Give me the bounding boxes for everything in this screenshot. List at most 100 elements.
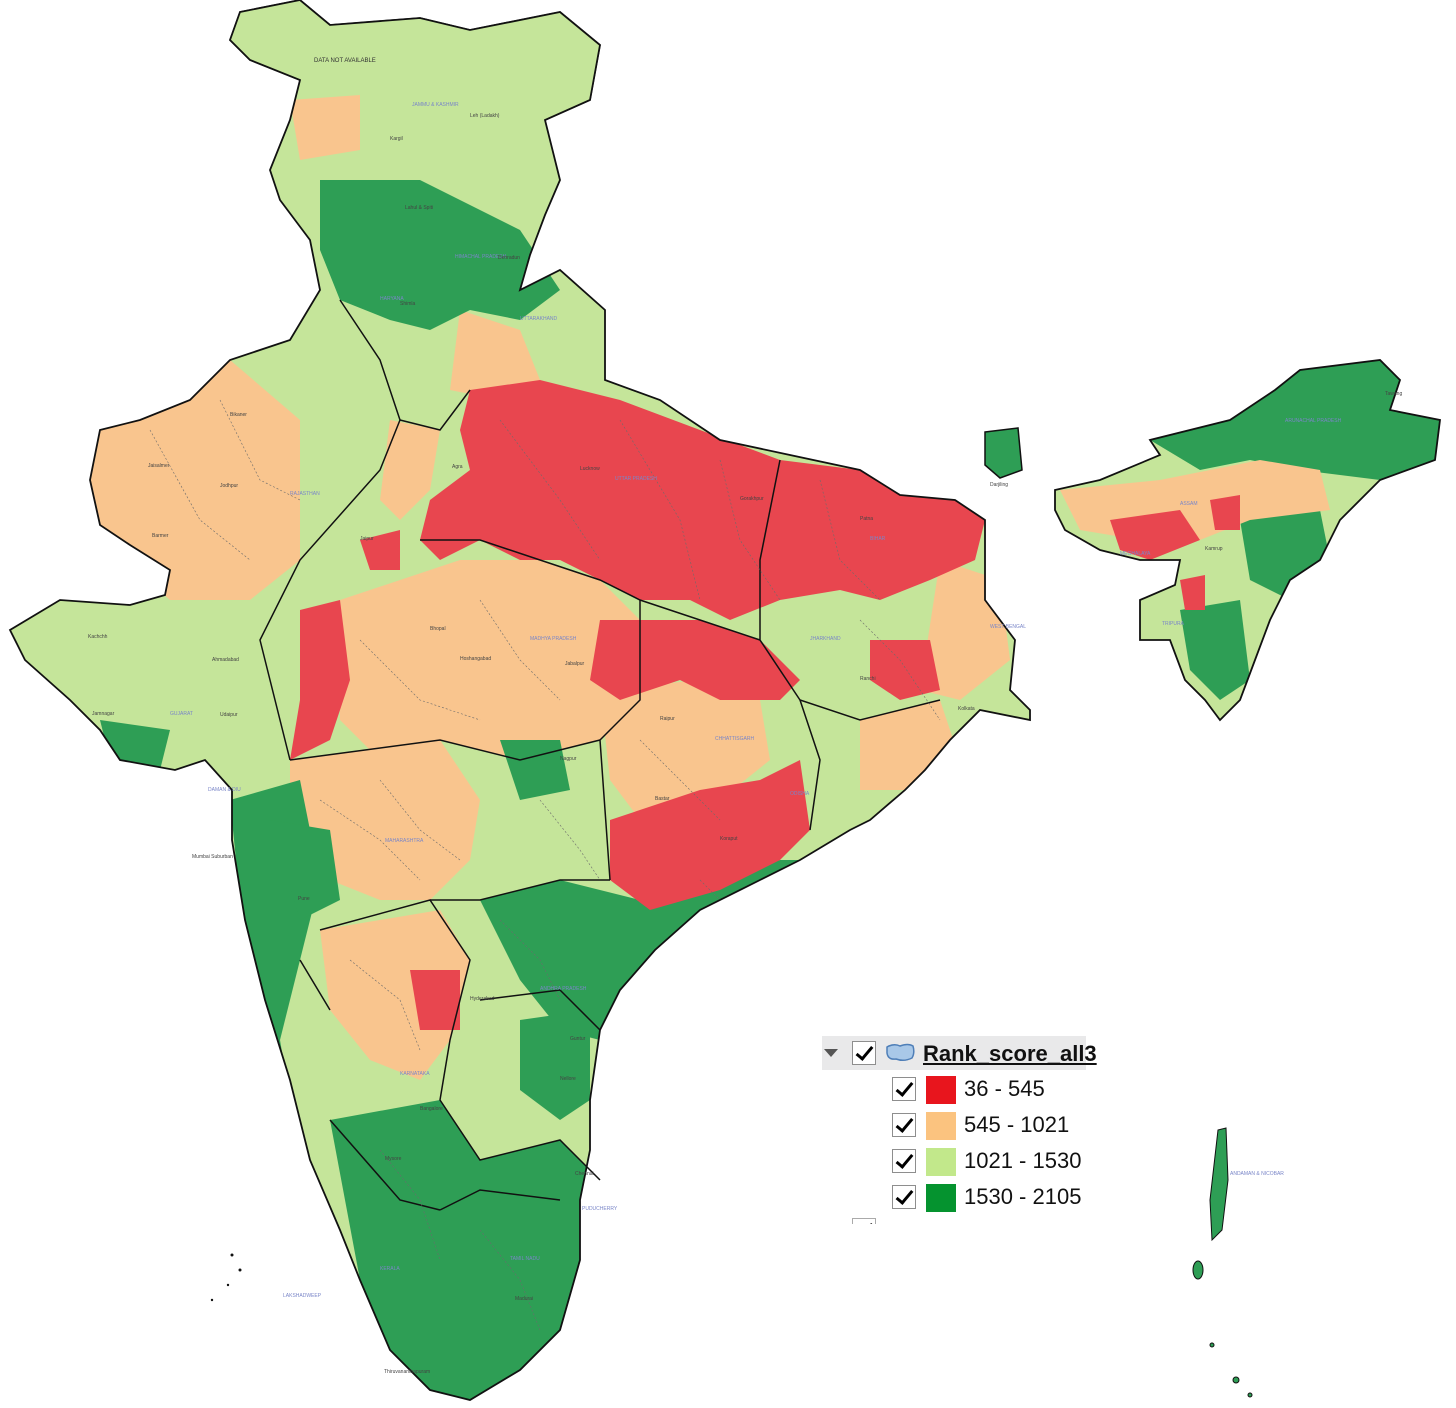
class-checkbox[interactable]: [892, 1077, 916, 1101]
class-range-label: 1530 - 2105: [964, 1184, 1082, 1209]
district-label: Jaipur: [360, 536, 374, 542]
lakshadweep-islands: [210, 1253, 242, 1302]
district-label: Madurai: [515, 1296, 533, 1302]
state-label: ASSAM: [1180, 501, 1198, 507]
district-label: Barmer: [152, 533, 169, 539]
class-checkbox[interactable]: [892, 1185, 916, 1209]
region-class2: [320, 910, 470, 1080]
state-label: GUJARAT: [170, 711, 193, 717]
collapse-triangle-icon[interactable]: [824, 1049, 838, 1057]
district-label: Lahul & Spiti: [405, 205, 433, 211]
legend-layer-header[interactable]: Rank_score_all3: [822, 1036, 1097, 1070]
class-color-swatch: [926, 1076, 956, 1104]
class-color-swatch: [926, 1148, 956, 1176]
state-label: RAJASTHAN: [290, 491, 320, 497]
region-class1: [1180, 575, 1205, 610]
region-class2: [290, 95, 360, 160]
class-checkbox[interactable]: [892, 1149, 916, 1173]
region-class1: [1210, 495, 1240, 530]
next-layer-row-partial[interactable]: [852, 1218, 912, 1224]
state-label: HARYANA: [380, 296, 404, 302]
district-label: Koraput: [720, 836, 738, 842]
district-label: Jabalpur: [565, 661, 585, 667]
region-class4: [320, 180, 560, 330]
legend-class-row[interactable]: 36 - 545: [822, 1072, 1122, 1106]
region-class4: [1180, 600, 1250, 700]
state-label: ANDHRA PRADESH: [540, 986, 587, 992]
state-label: ODISHA: [790, 791, 810, 797]
district-label: Nellore: [560, 1076, 576, 1082]
state-label: LAKSHADWEEP: [283, 1293, 322, 1299]
legend-class-row[interactable]: 1530 - 2105: [822, 1180, 1122, 1214]
state-label: HIMACHAL PRADESH: [455, 254, 507, 260]
district-label: Nagpur: [560, 756, 577, 762]
region-class2: [290, 740, 480, 900]
district-label: Gorakhpur: [740, 496, 764, 502]
state-label: KARNATAKA: [400, 1071, 430, 1077]
district-label: Chennai: [575, 1171, 594, 1177]
layer-visibility-checkbox[interactable]: [852, 1041, 876, 1065]
district-label: Jaisalmer: [148, 463, 170, 469]
region-class4: [520, 1010, 590, 1120]
region-class4: [1150, 360, 1440, 480]
legend-class-row[interactable]: 545 - 1021: [822, 1108, 1122, 1142]
state-label: KERALA: [380, 1266, 400, 1272]
district-label: Bikaner: [230, 412, 247, 418]
district-label: Bastar: [655, 796, 670, 802]
no-data-label: DATA NOT AVAILABLE: [314, 58, 376, 64]
region-class1: [360, 530, 400, 570]
state-label: ANDAMAN & NICOBAR: [1230, 1171, 1284, 1177]
polygon-layer-icon: [886, 1043, 915, 1062]
district-label: Darjiling: [990, 482, 1008, 488]
district-label: Agra: [452, 464, 463, 470]
state-label: TRIPURA: [1162, 621, 1185, 627]
class-color-swatch: [926, 1184, 956, 1212]
district-label: Ahmadabad: [212, 657, 239, 663]
state-label: MADHYA PRADESH: [530, 636, 577, 642]
state-label: UTTAR PRADESH: [615, 476, 657, 482]
legend-panel: Rank_score_all3 36 - 545 545 - 1021 1021…: [822, 1034, 1122, 1224]
district-label: Kachchh: [88, 634, 108, 640]
district-label: Hyderabad: [470, 996, 495, 1002]
class-range-label: 36 - 545: [964, 1076, 1045, 1101]
district-label: Jamnagar: [92, 711, 115, 717]
northeast-outline: [1054, 359, 1441, 722]
region-class1: [420, 380, 985, 620]
state-label: CHHATTISGARH: [715, 736, 754, 742]
class-checkbox[interactable]: [892, 1113, 916, 1137]
region-class1: [590, 620, 800, 700]
place-labels: Leh (Ladakh) Kargil Lahul & Spiti Shimla Deh…: [88, 113, 1402, 1375]
class-color-swatch: [926, 1112, 956, 1140]
state-label: PUDUCHERRY: [582, 1206, 618, 1212]
region-class2: [80, 360, 300, 600]
state-label: UTTARAKHAND: [520, 316, 558, 322]
district-label: Guntur: [570, 1036, 586, 1042]
northeast-choropleth: [1055, 360, 1440, 720]
next-layer-checkbox[interactable]: [852, 1218, 876, 1224]
district-label: Kamrup: [1205, 546, 1223, 552]
state-label: WEST BENGAL: [990, 624, 1026, 630]
region-class1: [410, 970, 460, 1030]
district-label: Raipur: [660, 716, 675, 722]
region-class4: [330, 1100, 600, 1400]
district-label: Ranchi: [860, 676, 876, 682]
district-label: Thiruvananthapuram: [384, 1369, 430, 1375]
layer-name[interactable]: Rank_score_all3: [923, 1041, 1097, 1066]
district-label: Udaipur: [220, 712, 238, 718]
district-label: Mysore: [385, 1156, 402, 1162]
legend-class-row[interactable]: 1021 - 1530: [822, 1144, 1122, 1178]
district-borders: [149, 399, 941, 1331]
state-label: MAHARASHTRA: [385, 838, 424, 844]
region-class2: [380, 420, 440, 520]
region-class1: [870, 640, 940, 700]
district-label: Shimla: [400, 301, 416, 307]
state-label: BIHAR: [870, 536, 886, 542]
sikkim-region: [984, 427, 1023, 479]
district-label: Lucknow: [580, 466, 600, 472]
state-label: DAMAN & DIU: [208, 787, 241, 793]
district-label: Bhopal: [430, 626, 446, 632]
andaman-nicobar-islands: [1192, 1127, 1253, 1398]
district-label: Mumbai Suburban: [192, 854, 233, 860]
district-label: Leh (Ladakh): [470, 113, 500, 119]
